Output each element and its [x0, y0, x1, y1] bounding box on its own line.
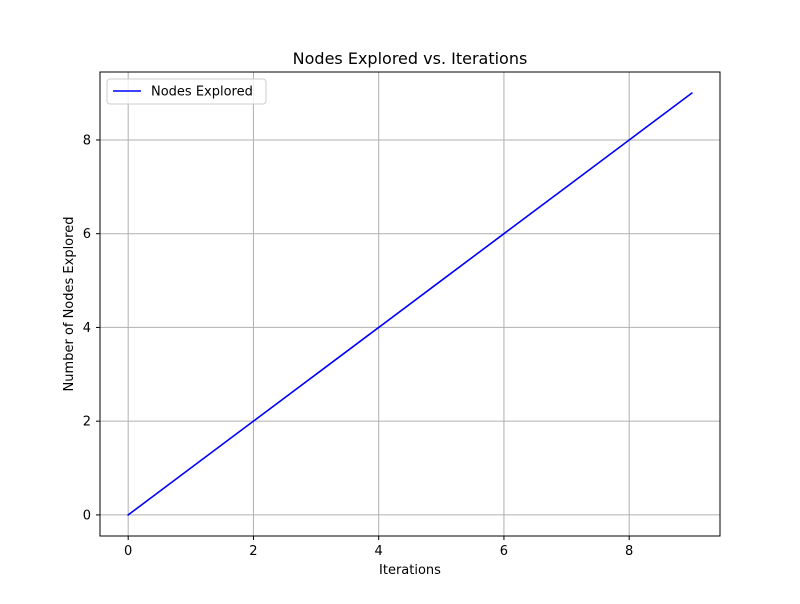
- chart-title: Nodes Explored vs. Iterations: [293, 49, 528, 68]
- y-tick-label: 4: [83, 321, 91, 336]
- y-axis-label: Number of Nodes Explored: [62, 217, 77, 392]
- y-tick-label: 2: [83, 415, 91, 430]
- x-tick-label: 6: [500, 544, 508, 559]
- axis-ticks: 0 2 4 6 8 0 2 4 6 8: [83, 133, 634, 559]
- plot-area-frame: [99, 71, 721, 537]
- x-tick-label: 4: [375, 544, 383, 559]
- x-axis-label: Iterations: [379, 563, 441, 578]
- data-lines: [127, 91, 693, 517]
- grid: [100, 72, 720, 536]
- legend-label-nodes-explored: Nodes Explored: [151, 85, 253, 100]
- legend-box: [106, 78, 267, 105]
- x-tick-label: 8: [625, 544, 633, 559]
- x-tick-label: 0: [124, 544, 132, 559]
- legend: Nodes Explored: [106, 78, 267, 105]
- y-tick-label: 0: [83, 508, 91, 523]
- x-tick-label: 2: [249, 544, 257, 559]
- y-tick-label: 6: [83, 227, 91, 242]
- series-line-0: [127, 91, 693, 517]
- y-tick-label: 8: [83, 133, 91, 148]
